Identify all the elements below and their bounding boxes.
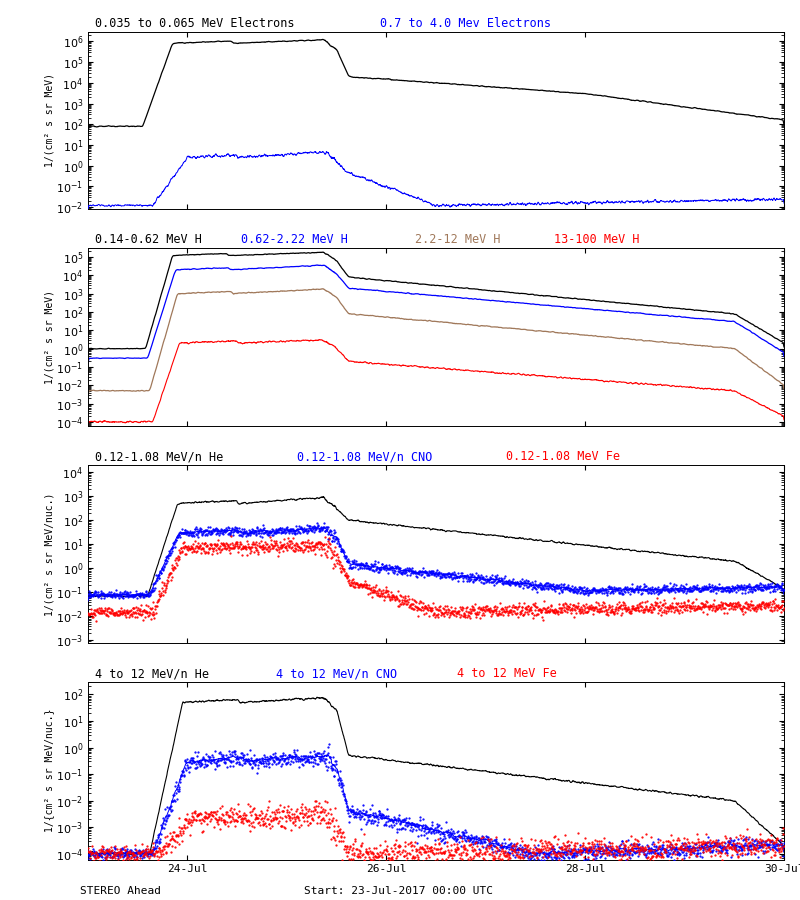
Y-axis label: 1/(cm² s sr MeV/nuc.): 1/(cm² s sr MeV/nuc.) xyxy=(45,492,54,616)
Y-axis label: 1/(cm² s sr MeV): 1/(cm² s sr MeV) xyxy=(45,290,54,384)
Text: 13-100 MeV H: 13-100 MeV H xyxy=(554,233,640,247)
Text: STEREO Ahead: STEREO Ahead xyxy=(80,886,161,896)
Text: 4 to 12 MeV/n He: 4 to 12 MeV/n He xyxy=(95,667,209,680)
Y-axis label: 1/{cm² s sr MeV/nuc.}: 1/{cm² s sr MeV/nuc.} xyxy=(45,709,54,832)
Text: Start: 23-Jul-2017 00:00 UTC: Start: 23-Jul-2017 00:00 UTC xyxy=(304,886,493,896)
Text: 2.2-12 MeV H: 2.2-12 MeV H xyxy=(415,233,501,247)
Text: 0.035 to 0.065 MeV Electrons: 0.035 to 0.065 MeV Electrons xyxy=(95,17,294,30)
Text: 4 to 12 MeV Fe: 4 to 12 MeV Fe xyxy=(457,667,557,680)
Text: 0.7 to 4.0 Mev Electrons: 0.7 to 4.0 Mev Electrons xyxy=(380,17,551,30)
Text: 4 to 12 MeV/n CNO: 4 to 12 MeV/n CNO xyxy=(276,667,397,680)
Text: 0.14-0.62 MeV H: 0.14-0.62 MeV H xyxy=(95,233,202,247)
Text: 0.62-2.22 MeV H: 0.62-2.22 MeV H xyxy=(241,233,348,247)
Text: 0.12-1.08 MeV/n He: 0.12-1.08 MeV/n He xyxy=(95,450,223,464)
Y-axis label: 1/(cm² s sr MeV): 1/(cm² s sr MeV) xyxy=(45,73,54,167)
Text: 0.12-1.08 MeV/n CNO: 0.12-1.08 MeV/n CNO xyxy=(297,450,432,464)
Text: 0.12-1.08 MeV Fe: 0.12-1.08 MeV Fe xyxy=(506,450,619,464)
